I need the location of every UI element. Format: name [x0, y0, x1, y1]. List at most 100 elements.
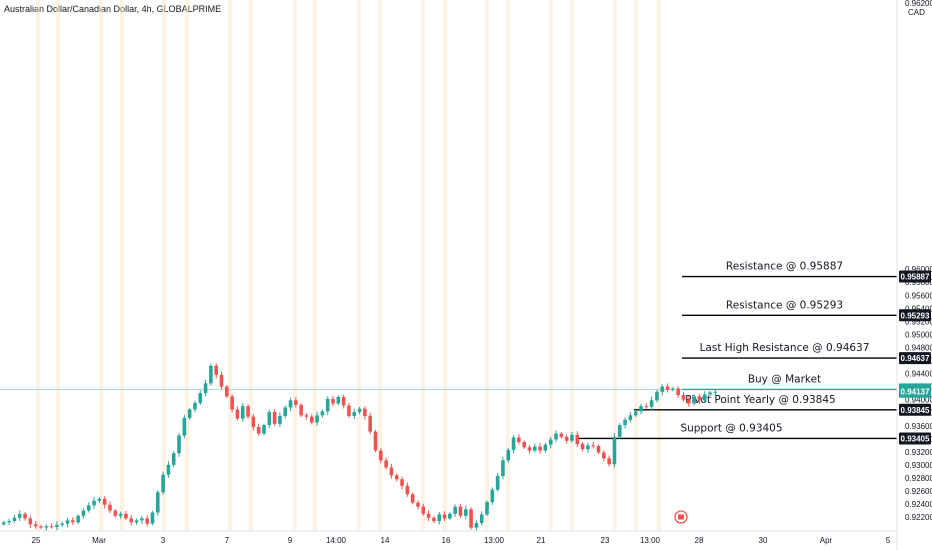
candle-body — [272, 412, 277, 424]
candle-body — [617, 425, 622, 437]
candle-body — [17, 513, 22, 518]
candle-body — [527, 447, 532, 451]
candle-body — [368, 415, 372, 432]
candle-body — [501, 460, 505, 476]
candle-body — [644, 406, 649, 408]
session-stripe — [506, 0, 510, 531]
candle-body — [118, 513, 123, 516]
time-tick-label: 21 — [537, 536, 546, 545]
candle-body — [55, 524, 59, 527]
candle-body — [92, 500, 96, 506]
level-price-tag-text: 0.93845 — [901, 406, 930, 415]
candle-body — [655, 391, 659, 401]
candle-body — [591, 445, 596, 447]
candle-body — [410, 494, 415, 503]
candle-body — [235, 409, 240, 419]
candle-body — [97, 498, 102, 501]
level-label: Support @ 0.93405 — [680, 422, 782, 434]
candle-body — [129, 518, 134, 523]
candle-body — [548, 439, 553, 445]
price-tick-label: 0.95000 — [905, 330, 932, 339]
candle-body — [140, 518, 144, 521]
price-tick-label: 0.92800 — [905, 474, 932, 483]
session-highlights — [36, 0, 661, 531]
candle-body — [490, 489, 495, 503]
candle-body — [389, 467, 394, 476]
time-tick-label: 23 — [601, 536, 610, 545]
candle-body — [336, 397, 341, 404]
candle-body — [596, 445, 601, 453]
current-price-tag-text: 0.94137 — [901, 388, 930, 397]
candle-body — [113, 510, 118, 516]
candle-body — [108, 504, 112, 511]
session-stripe — [249, 0, 253, 531]
candle-body — [506, 449, 511, 461]
candle-body — [612, 436, 617, 465]
candle-body — [161, 474, 165, 493]
price-tick-label: 0.95400 — [905, 304, 932, 313]
candle-body — [517, 437, 521, 443]
time-tick-label: 9 — [288, 536, 293, 545]
chart-title: Australian Dollar/Canadian Dollar, 4h, G… — [4, 4, 222, 14]
candle-body — [363, 408, 367, 416]
candle-body — [23, 513, 27, 519]
candle-body — [214, 365, 218, 375]
candle-body — [442, 514, 447, 519]
candle-body — [485, 502, 489, 515]
level-price-tag-text: 0.95887 — [901, 273, 930, 282]
candle-body — [145, 518, 149, 524]
session-stripe — [99, 0, 103, 531]
session-stripe — [378, 0, 382, 531]
candle-body — [150, 512, 155, 524]
candle-body — [325, 398, 330, 412]
candle-body — [44, 526, 49, 528]
session-stripe — [162, 0, 166, 531]
candle-body — [76, 515, 80, 523]
candle-body — [554, 433, 558, 440]
candle-body — [426, 513, 431, 518]
candle-body — [686, 399, 691, 404]
level-label: Resistance @ 0.95293 — [726, 299, 843, 311]
candle-body — [28, 518, 33, 525]
candle-body — [352, 412, 357, 416]
candle-body — [155, 492, 160, 513]
candle-body — [602, 452, 606, 459]
time-tick-label: 30 — [759, 536, 768, 545]
candle-body — [230, 396, 234, 410]
time-tick-label: 13:00 — [640, 536, 661, 545]
candle-body — [474, 522, 479, 528]
event-icons[interactable] — [674, 510, 688, 524]
time-axis: 25 Mar 3 7 9 14:00 14 16 13:00 21 23 13:00 28 30 Apr 5 — [32, 536, 891, 545]
time-tick-label: 3 — [161, 536, 166, 545]
level-price-tag — [899, 309, 931, 322]
current-price-tag — [899, 385, 931, 398]
candle-body — [384, 460, 388, 468]
session-stripe — [36, 0, 40, 531]
candle-body — [182, 417, 187, 436]
candle-body — [405, 485, 410, 495]
candle-body — [421, 506, 426, 514]
candle-body — [538, 446, 542, 451]
candle-body — [697, 396, 702, 401]
candle-body — [347, 405, 351, 416]
candle-body — [283, 407, 288, 416]
price-tick-label: 0.93600 — [905, 422, 932, 431]
candle-body — [607, 458, 611, 465]
candle-body — [676, 388, 680, 396]
candle-body — [315, 415, 319, 423]
price-tick-label: 0.92400 — [905, 500, 932, 509]
axis-currency: CAD — [908, 8, 925, 17]
price-tick-label: 0.94400 — [905, 370, 932, 379]
candle-body — [7, 521, 11, 523]
session-stripe — [185, 0, 189, 531]
candle-body — [564, 436, 569, 441]
candle-body — [702, 394, 707, 401]
horizontal-levels: Resistance @ 0.95887 Resistance @ 0.95293… — [0, 261, 897, 440]
candle-body — [299, 404, 303, 416]
candle-body — [522, 442, 526, 448]
candle-body — [86, 505, 91, 511]
price-tick-label: 0.96000 — [905, 265, 932, 274]
price-tick-label: 0.93200 — [905, 448, 932, 457]
time-tick-label: 13:00 — [484, 536, 505, 545]
